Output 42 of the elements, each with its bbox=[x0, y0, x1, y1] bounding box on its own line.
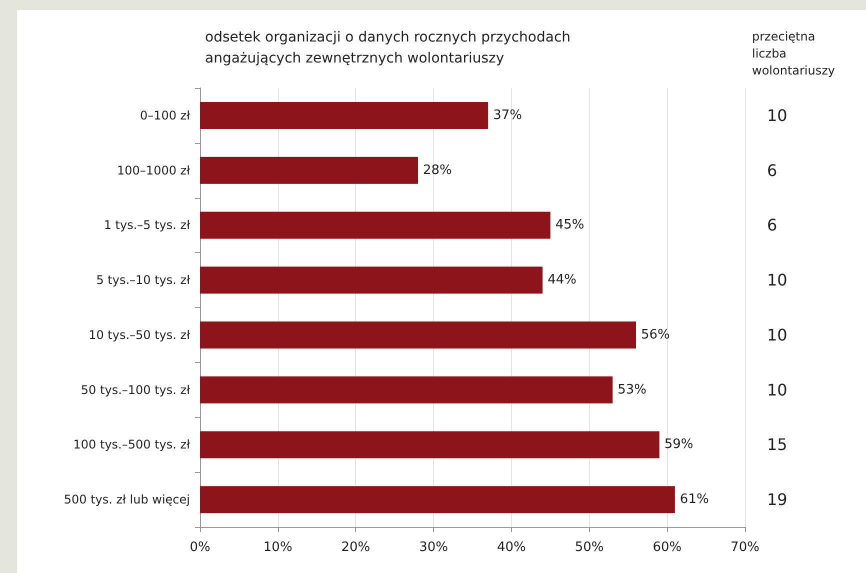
x-tick-label: 10% bbox=[263, 540, 292, 555]
y-tick-label: 0–100 zł bbox=[140, 108, 191, 122]
y-tick-label: 1 tys.–5 tys. zł bbox=[104, 218, 191, 232]
x-tick-label: 60% bbox=[652, 540, 682, 555]
x-tick-label: 30% bbox=[419, 540, 448, 555]
bar bbox=[200, 212, 550, 239]
x-tick-label: 70% bbox=[730, 540, 760, 555]
data-label: 53% bbox=[618, 382, 647, 398]
text: przeciętna liczba wolontariuszy bbox=[752, 30, 836, 78]
data-label: 56% bbox=[641, 327, 670, 342]
data-label: 37% bbox=[493, 108, 522, 123]
x-tick-label: 50% bbox=[574, 540, 604, 555]
data-label: 44% bbox=[548, 272, 576, 288]
y-tick-label: 100 tys.–500 tys. zł bbox=[73, 438, 191, 452]
x-tick-label: 0% bbox=[190, 540, 210, 555]
x-tick-label: 40% bbox=[496, 540, 526, 555]
bar bbox=[200, 486, 675, 514]
chart-title: odsetek organizacji o danych rocznych przychodach angażujących zewnętrznych wolontariuszy bbox=[205, 30, 575, 66]
text: 6 bbox=[767, 160, 778, 180]
text: 19 bbox=[767, 490, 788, 510]
text: 15 bbox=[767, 435, 788, 454]
data-label: 61% bbox=[680, 492, 709, 508]
text: 10 bbox=[767, 106, 788, 125]
y-tick-label: 100–1000 zł bbox=[117, 163, 191, 178]
bar bbox=[200, 156, 418, 184]
data-label: 45% bbox=[555, 218, 584, 233]
y-tick-label: 10 tys.–50 tys. zł bbox=[88, 328, 191, 342]
x-tick-label: 20% bbox=[341, 540, 370, 555]
data-label: 59% bbox=[664, 437, 694, 452]
text: 10 bbox=[767, 325, 788, 344]
text: 6 bbox=[767, 216, 778, 235]
bar bbox=[200, 376, 613, 404]
bar bbox=[200, 266, 543, 294]
y-tick-label: 5 tys.–10 tys. zł bbox=[96, 273, 191, 288]
bar bbox=[200, 102, 488, 129]
bar bbox=[200, 431, 660, 458]
text: 10 bbox=[767, 380, 788, 400]
y-tick-label: 500 tys. zł lub więcej bbox=[64, 492, 190, 507]
y-tick-label: 50 tys.–100 tys. zł bbox=[80, 382, 191, 397]
text: 10 bbox=[767, 270, 788, 290]
data-label: 28% bbox=[423, 162, 452, 178]
bar bbox=[200, 321, 636, 348]
